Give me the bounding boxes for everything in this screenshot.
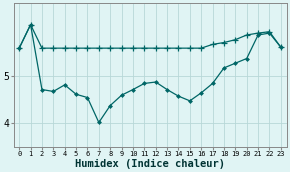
X-axis label: Humidex (Indice chaleur): Humidex (Indice chaleur) (75, 158, 225, 169)
